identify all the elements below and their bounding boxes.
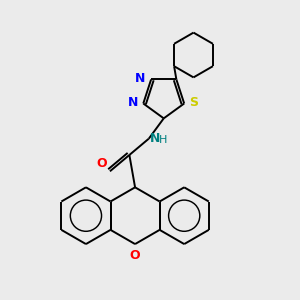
Text: O: O (96, 157, 107, 170)
Text: N: N (128, 96, 138, 110)
Text: S: S (189, 96, 198, 110)
Text: N: N (150, 132, 161, 145)
Text: N: N (135, 72, 146, 86)
Text: H: H (159, 135, 168, 145)
Text: O: O (130, 249, 140, 262)
